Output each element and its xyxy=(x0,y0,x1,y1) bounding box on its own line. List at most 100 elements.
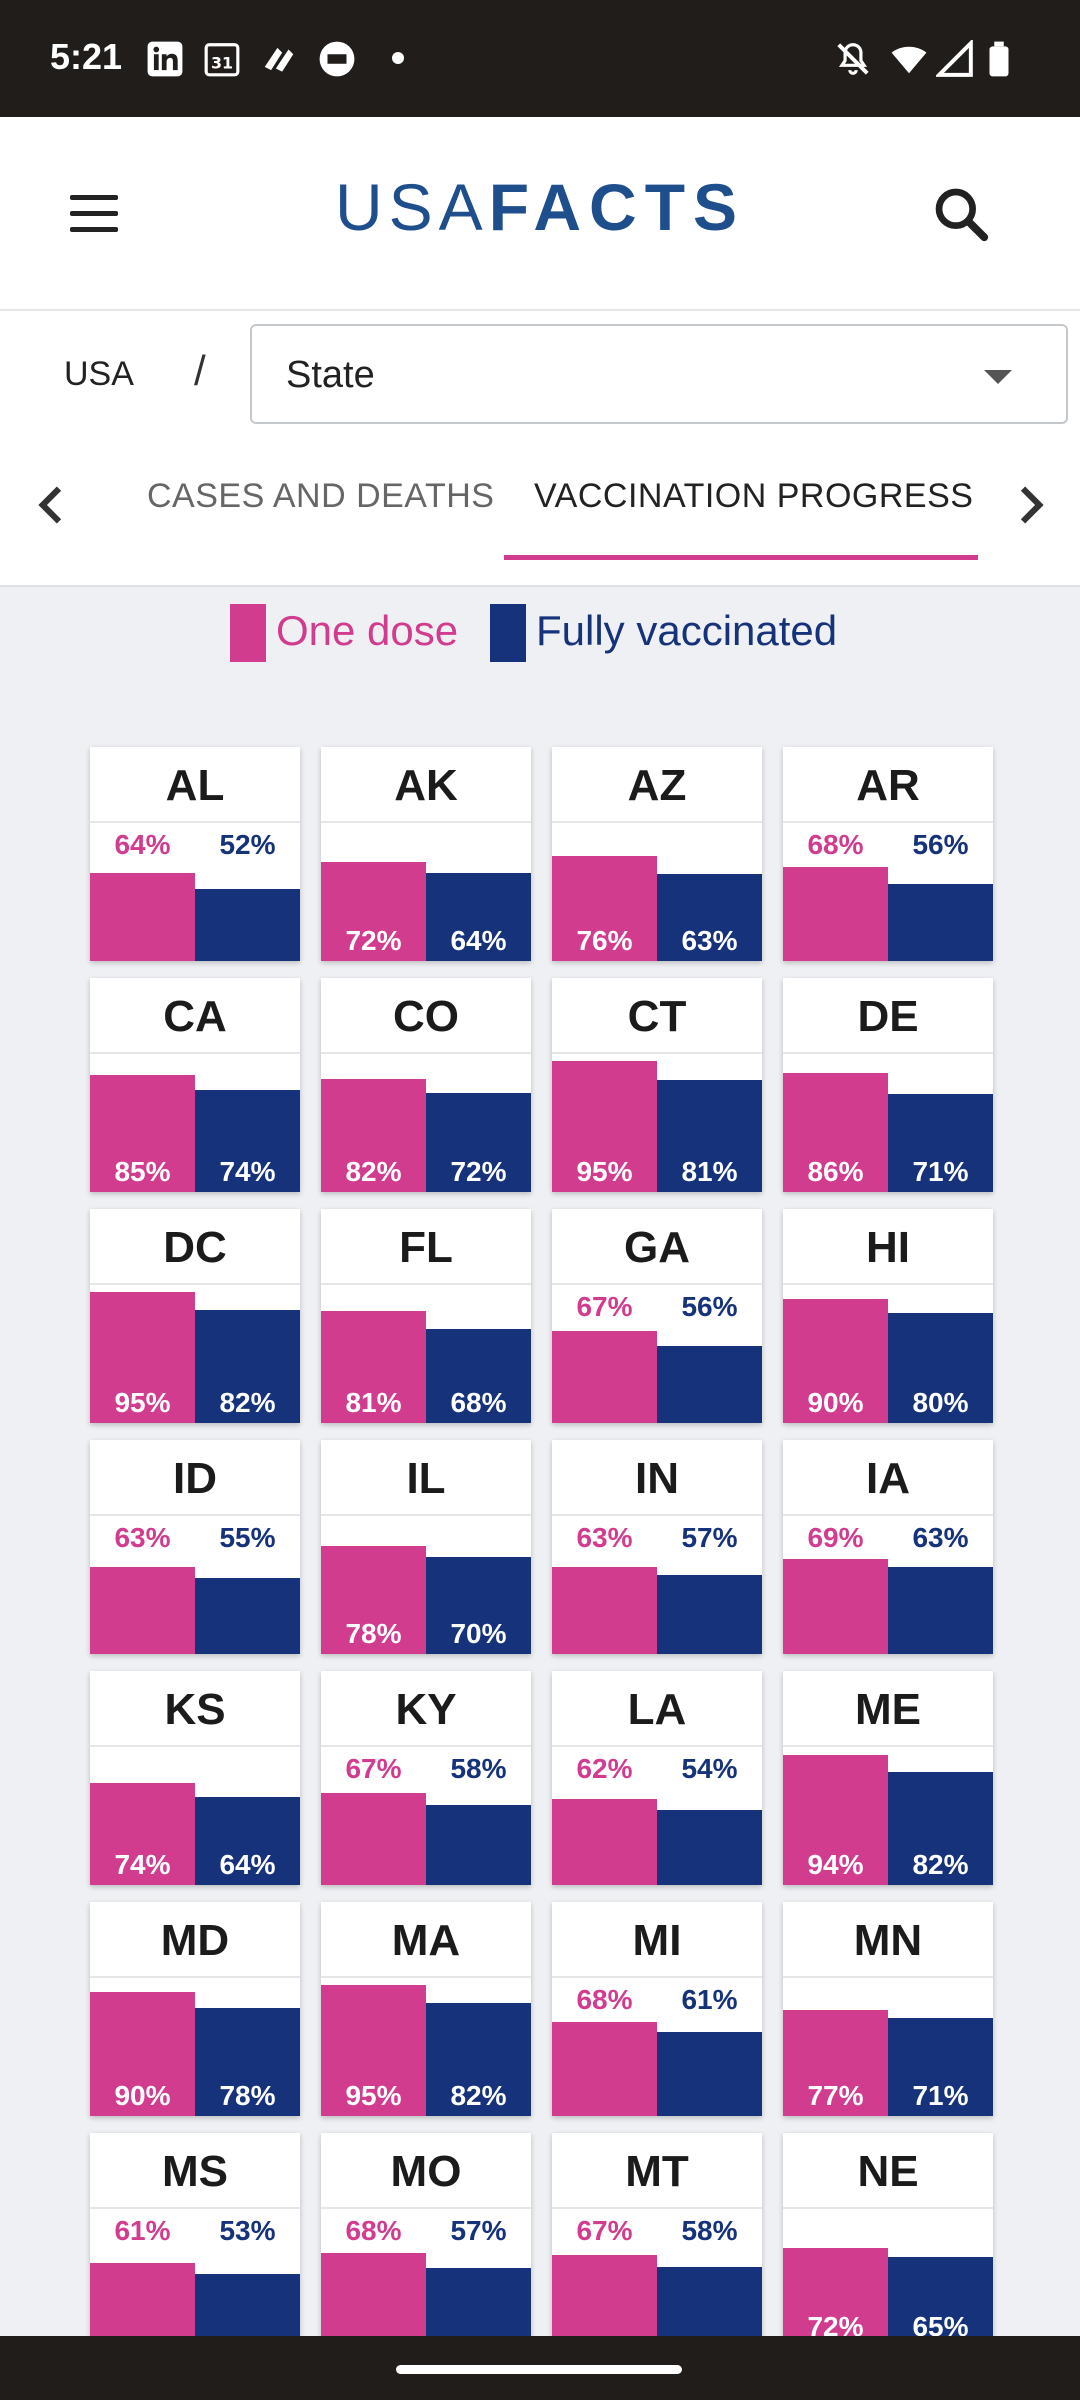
fully-vaccinated-percent: 57% xyxy=(450,2215,507,2246)
one-dose-bar xyxy=(90,1292,195,1423)
fully-vaccinated-bar xyxy=(195,2274,300,2336)
state-card-ia[interactable]: IA 69% 63% xyxy=(783,1440,993,1654)
amex-icon xyxy=(319,41,355,77)
one-dose-percent: 68% xyxy=(807,829,864,860)
state-card-ga[interactable]: GA 67% 56% xyxy=(552,1209,762,1423)
signal-icon xyxy=(936,40,973,77)
state-abbr: HI xyxy=(866,1223,910,1272)
one-dose-bar xyxy=(783,2248,888,2336)
tab-cases-and-deaths[interactable]: CASES AND DEATHS xyxy=(147,477,495,515)
one-dose-percent: 78% xyxy=(345,1618,402,1649)
fully-vaccinated-bar xyxy=(426,1329,531,1423)
fully-vaccinated-bar xyxy=(195,1797,300,1885)
state-dropdown-value: State xyxy=(286,354,375,396)
state-card-ms[interactable]: MS 61% 53% xyxy=(90,2133,300,2336)
usafacts-logo[interactable]: USAFACTS xyxy=(334,170,746,244)
home-handle[interactable] xyxy=(396,2365,682,2374)
state-card-me[interactable]: ME 94% 82% xyxy=(783,1671,993,1885)
chevron-left-icon[interactable] xyxy=(24,477,80,533)
one-dose-percent: 67% xyxy=(576,1291,633,1322)
status-bar: 5:21 31 xyxy=(0,0,1080,117)
one-dose-bar xyxy=(783,867,888,961)
app-icon xyxy=(264,47,294,72)
state-abbr: DC xyxy=(163,1223,227,1272)
tab-vaccination-progress[interactable]: VACCINATION PROGRESS xyxy=(534,477,974,515)
state-card-mo[interactable]: MO 68% 57% xyxy=(321,2133,531,2336)
state-card-mt[interactable]: MT 67% 58% xyxy=(552,2133,762,2336)
state-abbr: IN xyxy=(635,1454,679,1503)
card-divider xyxy=(321,2207,531,2209)
state-dropdown[interactable]: State xyxy=(250,324,1068,424)
wifi-icon xyxy=(891,46,927,74)
state-card-mn[interactable]: MN 77% 71% xyxy=(783,1902,993,2116)
state-abbr: MN xyxy=(853,1916,923,1965)
state-card-co[interactable]: CO 82% 72% xyxy=(321,978,531,1192)
state-card-az[interactable]: AZ 76% 63% xyxy=(552,747,762,961)
fully-vaccinated-percent: 54% xyxy=(681,1753,738,1784)
breadcrumb-usa-link[interactable]: USA xyxy=(64,355,134,393)
fully-vaccinated-bar xyxy=(195,2008,300,2116)
one-dose-percent: 76% xyxy=(576,925,633,956)
fully-vaccinated-percent: 82% xyxy=(912,1849,969,1880)
state-card-al[interactable]: AL 64% 52% xyxy=(90,747,300,961)
fully-vaccinated-percent: 80% xyxy=(912,1387,969,1418)
state-card-in[interactable]: IN 63% 57% xyxy=(552,1440,762,1654)
one-dose-bar xyxy=(321,1546,426,1654)
fully-vaccinated-percent: 74% xyxy=(219,1156,276,1187)
state-abbr: LA xyxy=(627,1685,687,1734)
fully-vaccinated-percent: 58% xyxy=(681,2215,738,2246)
one-dose-bar xyxy=(552,2022,657,2116)
search-icon[interactable] xyxy=(930,183,992,245)
chart-legend: One dose Fully vaccinated xyxy=(0,587,1080,683)
one-dose-bar xyxy=(90,2263,195,2336)
one-dose-percent: 69% xyxy=(807,1522,864,1553)
state-card-de[interactable]: DE 86% 71% xyxy=(783,978,993,1192)
menu-icon[interactable] xyxy=(64,191,124,237)
breadcrumb: USA / State xyxy=(0,311,1080,427)
fully-vaccinated-bar xyxy=(888,1772,993,1885)
svg-text:31: 31 xyxy=(211,54,233,73)
state-card-ct[interactable]: CT 95% 81% xyxy=(552,978,762,1192)
state-card-ma[interactable]: MA 95% 82% xyxy=(321,1902,531,2116)
one-dose-bar xyxy=(552,1061,657,1192)
state-abbr: KS xyxy=(164,1685,226,1734)
one-dose-bar xyxy=(783,1559,888,1654)
one-dose-bar xyxy=(552,1331,657,1423)
state-card-dc[interactable]: DC 95% 82% xyxy=(90,1209,300,1423)
card-divider xyxy=(321,1283,531,1285)
state-abbr: CA xyxy=(163,992,227,1041)
one-dose-bar xyxy=(321,1311,426,1423)
fully-vaccinated-percent: 70% xyxy=(450,1618,507,1649)
state-card-ky[interactable]: KY 67% 58% xyxy=(321,1671,531,1885)
chevron-right-icon[interactable] xyxy=(1002,477,1058,533)
state-card-mi[interactable]: MI 68% 61% xyxy=(552,1902,762,2116)
state-card-la[interactable]: LA 62% 54% xyxy=(552,1671,762,1885)
state-card-ak[interactable]: AK 72% 64% xyxy=(321,747,531,961)
fully-vaccinated-percent: 63% xyxy=(681,925,738,956)
state-card-ca[interactable]: CA 85% 74% xyxy=(90,978,300,1192)
card-divider xyxy=(552,821,762,823)
state-card-il[interactable]: IL 78% 70% xyxy=(321,1440,531,1654)
fully-vaccinated-bar xyxy=(426,1093,531,1192)
one-dose-bar xyxy=(783,1073,888,1192)
state-card-hi[interactable]: HI 90% 80% xyxy=(783,1209,993,1423)
fully-vaccinated-bar xyxy=(888,2018,993,2116)
card-divider xyxy=(90,1283,300,1285)
one-dose-percent: 68% xyxy=(576,1984,633,2015)
fully-vaccinated-percent: 57% xyxy=(681,1522,738,1553)
one-dose-bar xyxy=(552,1567,657,1654)
state-card-md[interactable]: MD 90% 78% xyxy=(90,1902,300,2116)
state-card-id[interactable]: ID 63% 55% xyxy=(90,1440,300,1654)
legend-fully-vaccinated-swatch xyxy=(490,604,526,662)
state-card-fl[interactable]: FL 81% 68% xyxy=(321,1209,531,1423)
one-dose-bar xyxy=(90,1567,195,1654)
state-card-ne[interactable]: NE 72% 65% xyxy=(783,2133,993,2336)
card-divider xyxy=(783,1514,993,1516)
one-dose-bar xyxy=(90,1992,195,2116)
card-divider xyxy=(90,1745,300,1747)
state-card-ar[interactable]: AR 68% 56% xyxy=(783,747,993,961)
state-card-ks[interactable]: KS 74% 64% xyxy=(90,1671,300,1885)
card-divider xyxy=(783,2207,993,2209)
fully-vaccinated-percent: 68% xyxy=(450,1387,507,1418)
state-abbr: AR xyxy=(856,761,920,810)
